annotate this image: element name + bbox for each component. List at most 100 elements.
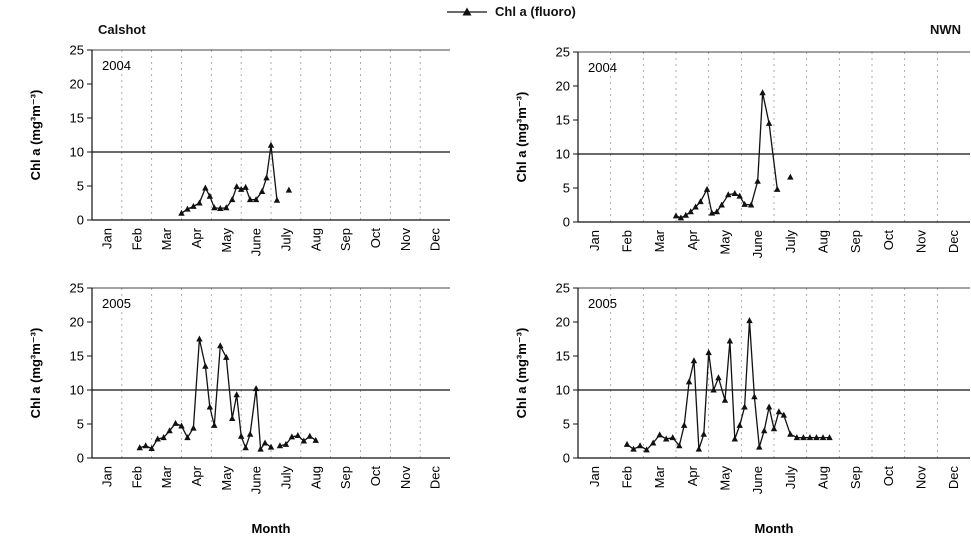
x-tick-label: Jan	[587, 466, 602, 487]
data-point	[685, 378, 693, 385]
data-point	[672, 212, 680, 219]
data-point	[312, 436, 319, 443]
data-point	[217, 204, 224, 211]
data-point	[741, 403, 748, 410]
y-tick-label: 10	[556, 383, 570, 398]
x-tick-label: Jan	[99, 228, 114, 249]
legend-label: Chl a (fluoro)	[495, 4, 576, 19]
y-tick-label: 25	[556, 45, 570, 60]
x-axis-label: Month	[252, 521, 291, 536]
data-point	[800, 434, 807, 441]
legend: Chl a (fluoro)	[445, 4, 576, 19]
site-label-right: NWN	[930, 22, 962, 37]
y-tick-label: 0	[77, 213, 84, 228]
x-tick-label: May	[718, 466, 733, 491]
data-point	[680, 421, 688, 428]
data-point	[715, 374, 722, 381]
data-point	[700, 430, 707, 437]
data-point	[761, 427, 768, 434]
x-tick-label: June	[750, 230, 765, 258]
data-point	[196, 335, 203, 342]
data-point	[257, 445, 264, 452]
x-tick-label: May	[219, 228, 234, 253]
x-tick-label: Jan	[587, 230, 602, 251]
data-point	[202, 362, 209, 369]
data-point	[267, 443, 275, 450]
x-tick-label: Sep	[338, 228, 353, 251]
data-point	[217, 342, 224, 349]
y-tick-label: 15	[70, 349, 84, 364]
x-tick-label: Sep	[338, 466, 353, 489]
x-tick-label: July	[783, 230, 798, 254]
data-point	[178, 422, 185, 429]
x-tick-label: June	[750, 466, 765, 494]
data-point	[263, 174, 270, 181]
data-point	[252, 196, 260, 203]
x-tick-label: Mar	[159, 227, 174, 250]
data-point	[258, 187, 266, 194]
data-point	[713, 208, 721, 215]
x-tick-label: Feb	[129, 466, 144, 488]
data-point	[229, 415, 236, 422]
panel-year-label: 2005	[102, 296, 131, 311]
x-tick-label: Oct	[368, 228, 383, 249]
y-tick-label: 25	[556, 281, 570, 296]
y-tick-label: 10	[556, 147, 570, 162]
data-point	[190, 202, 197, 209]
data-point	[276, 442, 284, 449]
data-point	[705, 349, 712, 356]
data-point	[643, 446, 650, 453]
x-tick-label: Nov	[914, 466, 929, 490]
data-point	[676, 442, 683, 449]
y-tick-label: 25	[70, 43, 84, 58]
data-point	[721, 396, 729, 403]
data-point	[166, 427, 173, 434]
data-point	[190, 424, 197, 431]
data-point	[765, 403, 773, 410]
series-line-0	[181, 145, 278, 214]
x-tick-label: Sep	[848, 230, 863, 253]
data-point	[690, 357, 698, 364]
data-point	[682, 211, 689, 218]
data-point	[692, 203, 699, 210]
data-point	[708, 209, 716, 216]
data-point	[178, 209, 185, 216]
data-point	[242, 183, 249, 190]
x-tick-label: Nov	[398, 228, 413, 252]
data-point	[282, 440, 290, 447]
data-point	[826, 434, 833, 441]
x-tick-label: Dec	[428, 466, 443, 490]
data-point	[759, 89, 766, 96]
series-line-0	[139, 338, 272, 452]
data-point	[656, 431, 663, 438]
data-point	[819, 434, 827, 441]
data-point	[223, 204, 230, 211]
y-tick-label: 10	[70, 383, 84, 398]
y-axis-label: Chl a (mg³m⁻³)	[28, 90, 43, 181]
data-point	[285, 186, 293, 193]
data-point	[756, 443, 763, 450]
data-point	[237, 185, 245, 192]
x-tick-label: Oct	[368, 466, 383, 487]
x-tick-label: Dec	[946, 230, 961, 254]
data-point	[697, 198, 704, 205]
x-tick-label: Feb	[620, 230, 635, 252]
data-point	[229, 196, 236, 203]
data-point	[726, 337, 734, 344]
y-tick-label: 0	[77, 451, 84, 466]
data-point	[695, 445, 703, 452]
data-point	[172, 419, 179, 426]
data-point	[252, 385, 260, 392]
x-axis-label: Month	[755, 521, 794, 536]
data-point	[669, 434, 676, 441]
data-point	[273, 196, 281, 203]
y-tick-label: 15	[70, 111, 84, 126]
x-tick-label: Feb	[129, 228, 144, 250]
data-point	[223, 353, 230, 360]
data-point	[261, 439, 269, 446]
data-point	[630, 445, 637, 452]
data-point	[154, 435, 161, 442]
site-label-left: Calshot	[98, 22, 146, 37]
data-point	[288, 433, 296, 440]
